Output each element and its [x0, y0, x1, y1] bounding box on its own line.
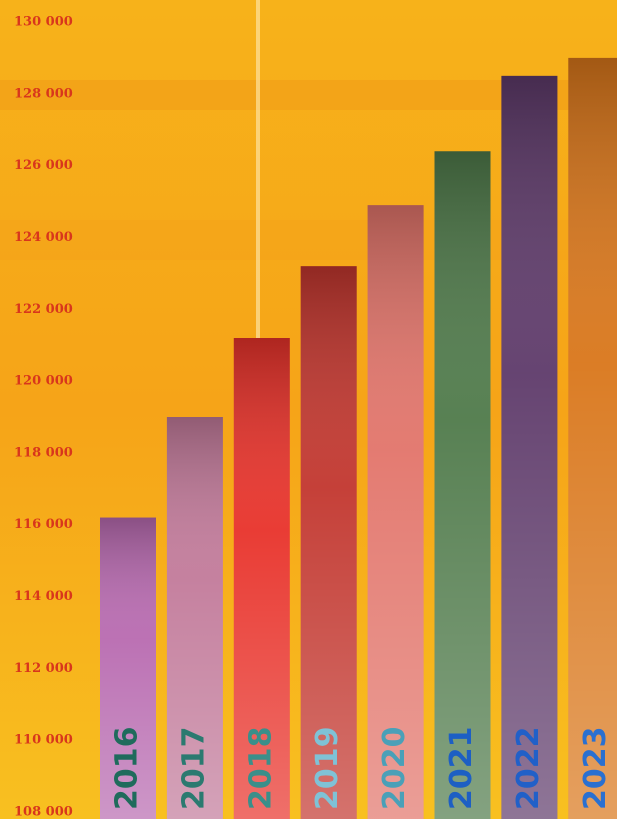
bar-shade	[367, 205, 424, 819]
bar-shade	[501, 75, 558, 819]
y-tick-label: 112 000	[14, 661, 73, 676]
y-tick-label: 128 000	[14, 86, 73, 101]
bar-shade	[233, 338, 290, 819]
bar-shade	[568, 57, 617, 819]
bar-shade	[166, 417, 223, 819]
x-tick-label: 2019	[310, 727, 345, 811]
y-tick-label: 130 000	[14, 15, 73, 30]
x-tick-label: 2023	[578, 727, 613, 811]
y-tick-label: 124 000	[14, 230, 73, 245]
y-tick-label: 116 000	[14, 517, 73, 532]
y-tick-label: 118 000	[14, 445, 73, 460]
x-tick-label: 2016	[110, 727, 145, 811]
y-tick-label: 120 000	[14, 374, 73, 389]
y-tick-label: 122 000	[14, 302, 73, 317]
bar-shade	[100, 517, 156, 819]
x-tick-label: 2020	[377, 727, 412, 811]
y-tick-label: 114 000	[14, 589, 73, 604]
y-tick-label: 110 000	[14, 733, 73, 748]
y-tick-label: 108 000	[14, 805, 73, 819]
x-tick-label: 2018	[243, 727, 278, 811]
x-tick-label: 2021	[444, 727, 479, 811]
bar-shade	[300, 266, 357, 819]
y-tick-label: 126 000	[14, 158, 73, 173]
x-tick-label: 2017	[176, 727, 211, 811]
bar-shade	[434, 151, 491, 819]
x-tick-label: 2022	[511, 727, 546, 811]
